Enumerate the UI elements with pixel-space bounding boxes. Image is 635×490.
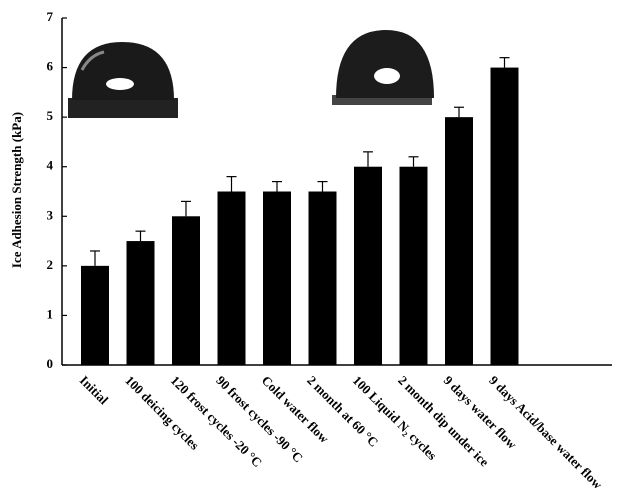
y-tick-label: 6: [47, 59, 54, 74]
x-tick-label: Initial: [77, 373, 112, 408]
bar: [399, 166, 428, 365]
y-tick-label: 7: [47, 9, 54, 24]
y-tick-label: 2: [47, 257, 54, 272]
bar: [172, 216, 200, 365]
bar: [126, 241, 155, 365]
y-tick-label: 1: [47, 306, 54, 321]
y-tick-label: 5: [47, 108, 54, 123]
x-tick-label: 100 Liquid N₂ cycles: [350, 373, 440, 463]
y-tick-label: 3: [47, 207, 54, 222]
bar: [354, 166, 382, 365]
droplet-image: [68, 42, 178, 118]
y-tick-label: 4: [47, 158, 54, 173]
droplet-image: [332, 30, 434, 105]
y-tick-label: 0: [47, 356, 54, 371]
bar: [490, 67, 519, 366]
bar: [217, 191, 246, 365]
bar: [308, 191, 337, 365]
y-axis-label: Ice Adhesion Strength (kPa): [9, 112, 24, 268]
bar: [81, 265, 109, 365]
x-tick-label: 90 frost cycles -90 °C: [213, 373, 306, 466]
bar: [445, 117, 473, 366]
bar: [263, 191, 291, 365]
